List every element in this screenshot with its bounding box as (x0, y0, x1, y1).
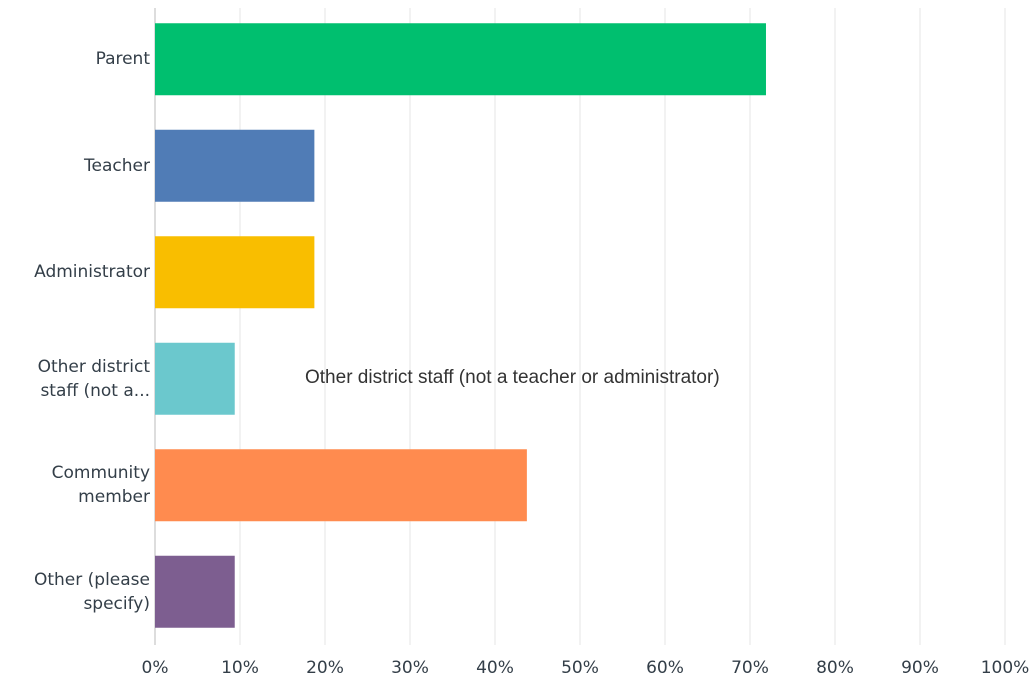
bar (155, 342, 235, 415)
x-tick-label: 40% (476, 658, 514, 678)
bar (155, 555, 235, 628)
bar (155, 129, 315, 202)
x-tick-label: 30% (391, 658, 429, 678)
bar (155, 449, 527, 522)
category-label: Community member (51, 463, 150, 508)
x-tick-label: 100% (981, 658, 1029, 678)
bar (155, 23, 766, 96)
category-label: Other district staff (not a... (37, 356, 150, 401)
x-tick-label: 0% (142, 658, 169, 678)
x-tick-label: 50% (561, 658, 599, 678)
tooltip-text: Other district staff (not a teacher or a… (305, 367, 720, 388)
category-label: Administrator (34, 262, 150, 283)
x-tick-label: 10% (221, 658, 259, 678)
x-tick-label: 80% (816, 658, 854, 678)
category-label: Parent (95, 49, 150, 70)
x-tick-label: 90% (901, 658, 939, 678)
bar (155, 236, 315, 309)
x-tick-label: 70% (731, 658, 769, 678)
x-tick-label: 60% (646, 658, 684, 678)
x-tick-label: 20% (306, 658, 344, 678)
category-label: Other (please specify) (33, 569, 150, 614)
category-label: Teacher (84, 155, 150, 176)
